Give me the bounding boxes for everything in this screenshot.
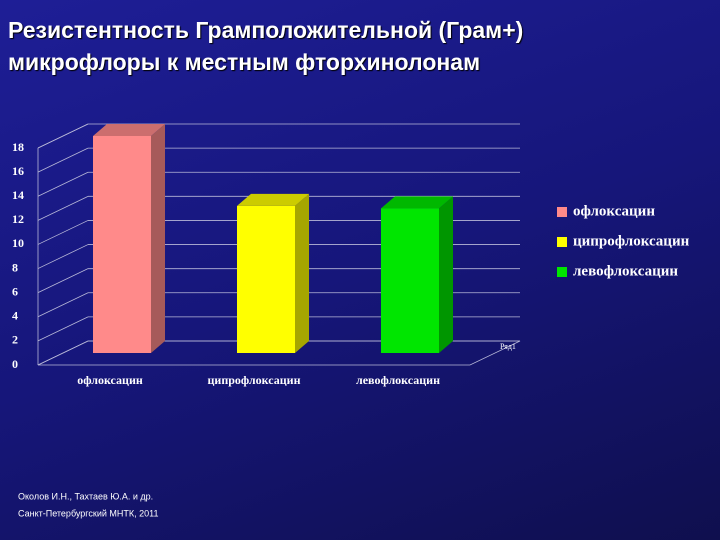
slide-title: Резистентность Грамположительной (Грам+)… xyxy=(8,17,524,75)
grid-line xyxy=(37,244,89,269)
y-tick-label: 14 xyxy=(12,188,24,202)
bar xyxy=(93,136,151,353)
y-tick-label: 6 xyxy=(12,284,18,298)
note: Санкт-Петербургский МНТК, 2011 xyxy=(18,508,158,518)
legend-label: левофлоксацин xyxy=(573,263,678,279)
bar-top xyxy=(93,124,165,136)
grid-line xyxy=(37,316,89,342)
note: Околов И.Н., Тахтаев Ю.А. и др. xyxy=(18,491,153,501)
legend-swatch xyxy=(557,207,567,217)
y-tick-label: 4 xyxy=(12,309,18,323)
y-tick-label: 10 xyxy=(12,236,24,250)
y-tick-label: 8 xyxy=(12,260,18,274)
grid-line xyxy=(37,220,89,245)
x-tick-label: ципрофлоксацин xyxy=(208,373,301,387)
y-tick-label: 16 xyxy=(12,164,24,178)
grid-line xyxy=(37,171,89,197)
legend-swatch xyxy=(557,267,567,277)
bar-top xyxy=(381,196,453,209)
bar-side xyxy=(295,193,309,353)
bar xyxy=(237,205,295,353)
series-label: Ряд1 xyxy=(500,342,516,351)
legend-swatch xyxy=(557,237,567,247)
bar-side xyxy=(439,196,453,353)
y-tick-label: 12 xyxy=(12,212,24,226)
y-tick-label: 0 xyxy=(12,357,18,371)
x-tick-label: левофлоксацин xyxy=(356,373,440,387)
bar xyxy=(381,208,439,353)
bar-top xyxy=(237,193,309,206)
x-tick-label: офлоксацин xyxy=(77,373,143,387)
legend-label: офлоксацин xyxy=(573,203,655,219)
y-tick-label: 2 xyxy=(12,333,18,347)
grid-line xyxy=(37,292,89,318)
y-tick-label: 18 xyxy=(12,140,24,154)
legend-label: ципрофлоксацин xyxy=(573,233,690,249)
grid-line xyxy=(37,268,89,294)
bar-side xyxy=(151,124,165,353)
grid-line xyxy=(37,195,89,221)
grid-line xyxy=(37,340,89,366)
grid-line xyxy=(37,147,89,173)
grid-line xyxy=(37,123,89,149)
